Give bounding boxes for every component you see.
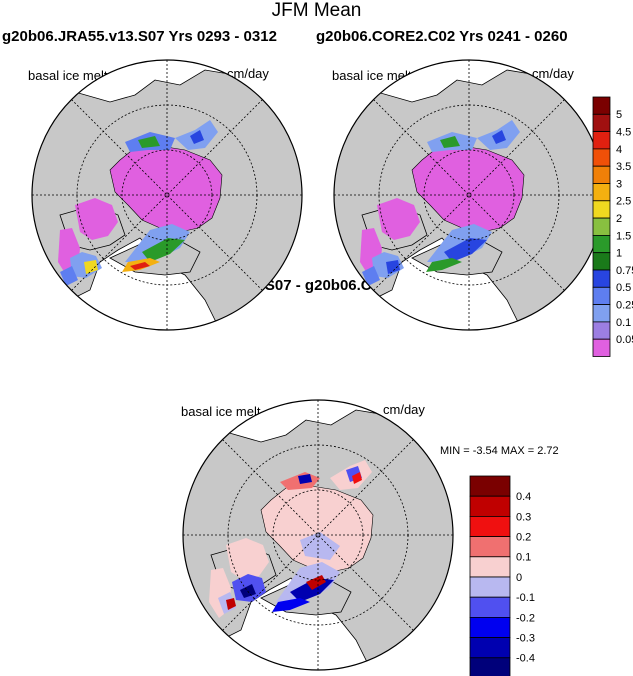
colorbar-tick-label: 2 <box>616 213 622 225</box>
colorbar-swatch <box>469 475 511 497</box>
colorbar-swatch <box>592 269 611 288</box>
panel-a-title: g20b06.JRA55.v13.S07 Yrs 0293 - 0312 <box>2 28 277 45</box>
minmax-label: MIN = -3.54 MAX = 2.72 <box>440 445 559 457</box>
colorbar-swatch <box>592 286 611 305</box>
colorbar-tick-label: 0.75 <box>616 265 633 277</box>
colorbar-tick-label: 0.25 <box>616 299 633 311</box>
colorbar-swatch <box>592 304 611 323</box>
panel-c-field-label: basal ice melt <box>181 404 261 419</box>
colorbar-tick-label: -0.4 <box>516 653 535 665</box>
colorbar-swatch <box>469 596 511 618</box>
panel-b-graticule <box>334 60 604 330</box>
colorbar-swatch <box>592 131 611 150</box>
colorbar-bottom: -0.4 -0.3 -0.2 -0.1 0 0.1 0.2 0.3 0.4 <box>469 475 535 676</box>
colorbar-swatch <box>592 217 611 236</box>
colorbar-swatch <box>592 165 611 184</box>
colorbar-top: 0.05 0.1 0.25 0.5 0.75 1 1.5 2 2.5 3 3.5 4 4.5 5 <box>592 96 633 357</box>
colorbar-tick-label: -0.2 <box>516 612 535 624</box>
colorbar-tick-label: 0.2 <box>516 531 531 543</box>
colorbar-tick-label: 1.5 <box>616 230 631 242</box>
colorbar-tick-label: 0.4 <box>516 491 531 503</box>
colorbar-tick-label: 0.05 <box>616 334 633 346</box>
colorbar-swatch <box>592 200 611 219</box>
colorbar-swatch <box>592 148 611 167</box>
panel-b-map <box>333 59 605 331</box>
colorbar-tick-label: 0.1 <box>616 317 631 329</box>
colorbar-tick-label: -0.1 <box>516 592 535 604</box>
panel-b-units: cm/day <box>532 66 574 81</box>
colorbar-swatch <box>592 234 611 254</box>
panel-a-melt-patches <box>60 120 218 286</box>
panel-b-title: g20b06.CORE2.C02 Yrs 0241 - 0260 <box>316 28 568 45</box>
panel-a-map <box>31 59 303 331</box>
colorbar-swatch <box>592 113 611 133</box>
panel-c-map <box>182 399 454 671</box>
colorbar-swatch <box>469 536 511 558</box>
colorbar-swatch <box>469 556 511 578</box>
colorbar-tick-label: 0.5 <box>616 282 631 294</box>
colorbar-swatch <box>469 617 511 639</box>
colorbar-tick-label: 4.5 <box>616 126 631 138</box>
colorbar-tick-label: 2.5 <box>616 196 631 208</box>
colorbar-swatch <box>592 183 611 202</box>
colorbar-swatch <box>469 637 511 659</box>
colorbar-swatch <box>469 657 511 676</box>
colorbar-tick-label: 5 <box>616 109 622 121</box>
panel-a-graticule <box>32 60 302 330</box>
colorbar-swatch <box>469 495 511 517</box>
colorbar-swatch <box>592 252 611 271</box>
panel-c-graticule <box>183 400 453 670</box>
panel-a-units: cm/day <box>227 66 269 81</box>
colorbar-tick-label: 4 <box>616 144 622 156</box>
colorbar-swatch <box>469 516 511 538</box>
colorbar-swatch <box>592 321 611 340</box>
panel-c-units: cm/day <box>383 402 425 417</box>
colorbar-tick-label: 0.1 <box>516 552 531 564</box>
colorbar-tick-label: 0 <box>516 572 522 584</box>
colorbar-swatch <box>469 576 511 598</box>
panel-b-field-label: basal ice melt <box>332 68 412 83</box>
colorbar-tick-label: -0.3 <box>516 632 535 644</box>
colorbar-swatch <box>592 96 611 115</box>
panel-b-melt-patches <box>362 120 520 286</box>
panel-a-field-label: basal ice melt <box>28 68 108 83</box>
colorbar-tick-label: 3 <box>616 178 622 190</box>
colorbar-tick-label: 1 <box>616 248 622 260</box>
colorbar-swatch <box>592 338 611 357</box>
figure-title: JFM Mean <box>271 0 362 21</box>
colorbar-tick-label: 3.5 <box>616 161 631 173</box>
colorbar-tick-label: 0.3 <box>516 511 531 523</box>
